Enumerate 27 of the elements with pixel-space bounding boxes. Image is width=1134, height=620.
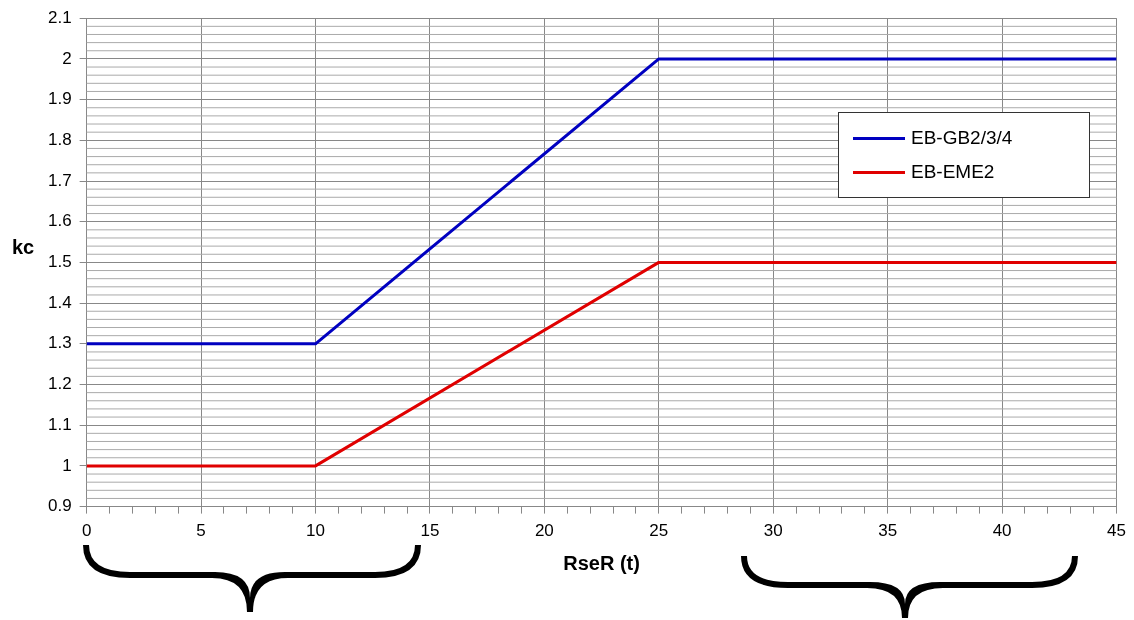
y-tick-label: 1.2 [47,374,72,394]
x-axis-title: RseR (t) [563,551,640,574]
y-tick-label: 1.5 [47,252,72,272]
x-tick-label: 30 [763,521,783,541]
x-tick-label: 35 [878,521,898,541]
y-tick-label: 1.6 [47,211,72,231]
legend-label: EB-GB2/3/4 [911,127,1013,149]
y-tick-label: 0.9 [47,496,72,516]
y-tick-label: 1 [62,455,72,475]
x-tick-label: 25 [649,521,669,541]
x-tick-label: 10 [306,521,325,541]
y-axis-title: kc [12,236,35,259]
x-tick-label: 45 [1107,521,1127,541]
y-tick-label: 1.8 [47,129,72,149]
legend-label: EB-EME2 [911,161,995,183]
y-tick-label: 2.1 [47,7,72,27]
x-tick-label: 20 [534,521,554,541]
x-tick-label: 0 [81,521,92,541]
y-tick-label: 1.7 [47,170,72,190]
y-tick-label: 2 [62,48,72,68]
y-tick-label: 1.3 [47,333,72,353]
x-tick-label: 5 [196,521,206,541]
y-tick-label: 1.1 [47,414,72,434]
y-tick-label: 1.9 [47,89,72,109]
y-tick-label: 1.4 [47,292,72,312]
x-tick-label: 40 [992,521,1012,541]
x-tick-label: 15 [420,521,440,541]
